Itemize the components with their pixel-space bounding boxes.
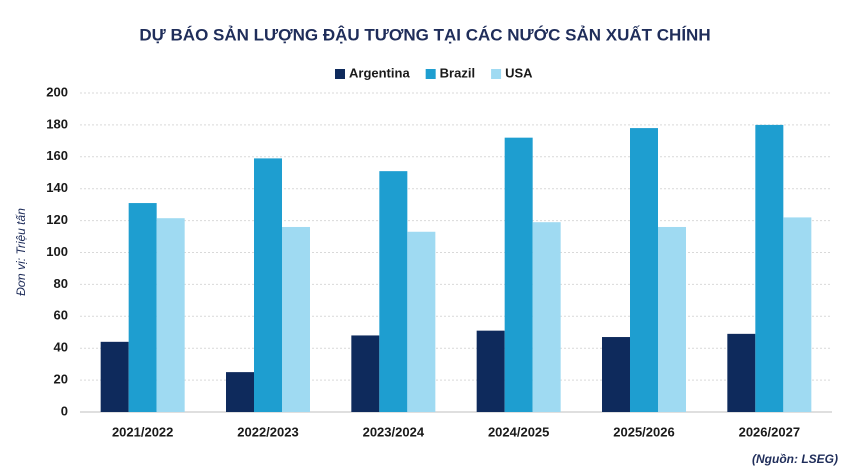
x-tick-label: 2021/2022 — [112, 424, 173, 439]
y-tick-label: 0 — [61, 403, 68, 418]
x-tick-label: 2022/2023 — [237, 424, 298, 439]
legend-label: Argentina — [349, 65, 410, 80]
legend-swatch — [335, 69, 345, 79]
bar — [128, 203, 157, 412]
bar — [100, 341, 129, 412]
y-tick-label: 100 — [46, 244, 68, 259]
y-tick-label: 160 — [46, 148, 68, 163]
bar — [532, 222, 561, 412]
bar — [226, 372, 254, 412]
legend-label: Brazil — [440, 65, 475, 80]
x-tick-label: 2024/2025 — [488, 424, 549, 439]
bar — [727, 333, 756, 412]
legend-label: USA — [505, 65, 533, 80]
bar — [602, 337, 630, 412]
x-tick-label: 2025/2026 — [613, 424, 674, 439]
x-tick-label: 2023/2024 — [363, 424, 425, 439]
bar — [407, 231, 436, 412]
y-tick-label: 20 — [54, 372, 68, 387]
y-tick-label: 120 — [46, 212, 68, 227]
y-tick-label: 80 — [54, 276, 68, 291]
bar — [755, 124, 784, 413]
bar — [783, 217, 812, 412]
source-note: (Nguồn: LSEG) — [752, 452, 838, 466]
bar — [351, 335, 380, 412]
y-tick-label: 60 — [54, 308, 68, 323]
bar — [630, 128, 658, 412]
legend-swatch — [491, 69, 502, 79]
bar — [476, 330, 505, 412]
chart-title: DỰ BÁO SẢN LƯỢNG ĐẬU TƯƠNG TẠI CÁC NƯỚC … — [139, 25, 710, 44]
y-tick-label: 180 — [46, 116, 68, 131]
bar — [658, 226, 686, 412]
bar — [254, 158, 282, 412]
bar — [156, 218, 185, 412]
x-tick-label: 2026/2027 — [739, 424, 800, 439]
bar — [379, 171, 408, 412]
y-tick-label: 200 — [46, 84, 68, 99]
legend-swatch — [425, 69, 436, 79]
y-tick-label: 140 — [46, 180, 68, 195]
y-tick-label: 40 — [54, 340, 68, 355]
y-axis-label: Đơn vị: Triệu tấn — [14, 208, 28, 296]
bar — [504, 137, 533, 412]
bar — [282, 226, 310, 412]
